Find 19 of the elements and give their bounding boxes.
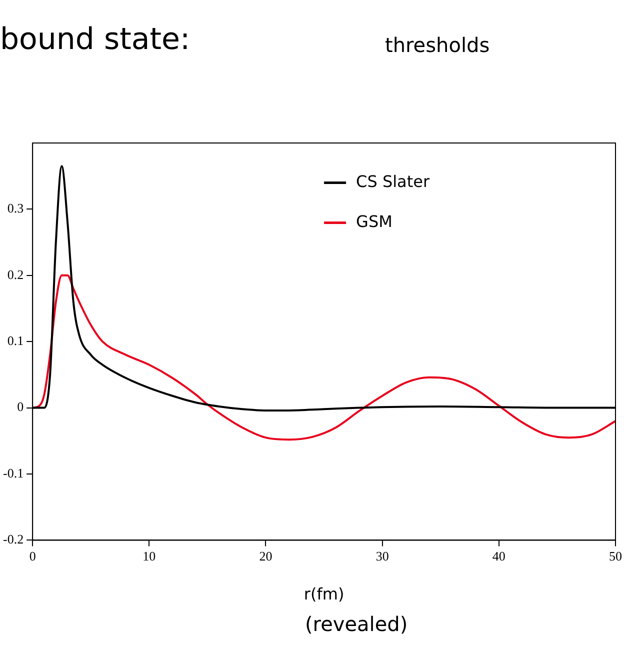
y-tick-label: 0.1	[7, 333, 24, 348]
x-tick-label: 10	[142, 548, 156, 564]
legend-label: CS Slater	[356, 172, 430, 191]
line-series	[32, 274, 616, 441]
y-tick-label: 0.3	[7, 200, 24, 216]
text: (revealed)	[305, 612, 408, 636]
x-axis-title: r(fm)	[304, 584, 344, 604]
x-tick-label: 30	[376, 548, 389, 564]
x-tick-label: 40	[492, 548, 506, 564]
x-tick-label: 50	[609, 548, 622, 564]
y-tick-label: 0	[17, 399, 24, 414]
y-tick-label: -0.2	[2, 532, 24, 547]
y-tick-label: 0.2	[7, 266, 24, 282]
text: thresholds	[385, 33, 490, 57]
legend-label: GSM	[356, 212, 392, 231]
y-tick-label: -0.1	[2, 465, 24, 480]
x-tick-label: 20	[259, 548, 272, 564]
x-tick-label: 0	[29, 548, 36, 564]
text: bound state:	[0, 22, 190, 57]
